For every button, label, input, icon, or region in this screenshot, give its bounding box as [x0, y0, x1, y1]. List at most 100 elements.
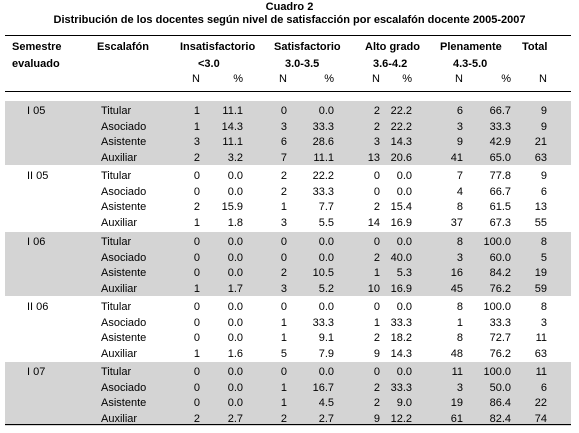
table-cell-n: 63 [534, 347, 547, 360]
table-cell-pct: 0.0 [227, 381, 243, 394]
table-cell-pct: 100.0 [483, 236, 511, 248]
table-cell-n: 45 [450, 282, 463, 295]
table-cell-pct: 0.0 [396, 236, 412, 248]
table-cell-n: 2 [280, 267, 287, 279]
table-cell-n: 2 [193, 151, 200, 164]
header-insatisfactorio: Insatisfactorio [180, 41, 256, 53]
table-cell-pct: 2.7 [227, 412, 243, 425]
header-n: N [192, 73, 200, 85]
table-cell-n: 1 [193, 347, 200, 360]
table-cell-pct: 33.3 [312, 120, 334, 133]
header-n: N [372, 73, 380, 85]
escalafon-label: Auxiliar [101, 412, 138, 425]
table-cell-n: 2 [193, 412, 200, 425]
table-cell-pct: 11.1 [222, 105, 243, 117]
table-caption: Cuadro 2 [265, 1, 314, 13]
table-cell-pct: 0.0 [318, 301, 334, 313]
table-cell-n: 6 [280, 136, 287, 148]
header-alto-grado-range: 3.6-4.2 [373, 58, 408, 70]
table-cell-n: 1 [193, 120, 200, 133]
table-cell-pct: 11.1 [222, 136, 243, 148]
table-cell-n: 6 [456, 105, 463, 117]
table-cell-pct: 2.7 [318, 412, 334, 425]
table-cell-pct: 11.1 [313, 151, 334, 164]
header-satisfactorio: Satisfactorio [274, 41, 341, 53]
table-cell-pct: 0.0 [318, 236, 334, 248]
escalafon-label: Auxiliar [101, 347, 138, 360]
table-cell-n: 0 [193, 366, 200, 378]
table-cell-pct: 5.3 [396, 267, 412, 279]
table-cell-n: 1 [280, 381, 287, 394]
table-cell-n: 0 [193, 185, 200, 198]
table-cell-n: 11 [535, 332, 547, 344]
table-cell-n: 9 [373, 347, 380, 360]
table-cell-pct: 61.5 [489, 201, 511, 213]
table-cell-n: 1 [373, 316, 380, 329]
table-cell-pct: 0.0 [227, 316, 243, 329]
table-cell-n: 2 [193, 201, 200, 213]
header-n: N [455, 73, 463, 85]
escalafon-label: Titular [101, 105, 132, 117]
table-cell-pct: 60.0 [489, 251, 511, 264]
table-cell-pct: 65.0 [489, 151, 511, 164]
table-cell-pct: 7.9 [318, 347, 334, 360]
table-cell-pct: 0.0 [227, 366, 243, 378]
escalafon-label: Asistente [101, 136, 147, 148]
escalafon-label: Asociado [101, 120, 147, 133]
table-cell-pct: 33.3 [312, 185, 334, 198]
semestre-label: II 06 [27, 301, 49, 313]
table-cell-pct: 5.2 [318, 282, 334, 295]
semestre-label: II 05 [27, 170, 49, 182]
table-cell-n: 4 [456, 185, 463, 198]
escalafon-label: Asociado [101, 316, 147, 329]
table-cell-pct: 18.2 [390, 332, 412, 344]
shaded-band [5, 362, 571, 426]
table-cell-n: 0 [280, 366, 287, 378]
table-cell-pct: 10.5 [312, 267, 334, 279]
table-cell-pct: 16.9 [390, 282, 412, 295]
header-satisfactorio-range: 3.0-3.5 [285, 58, 320, 70]
table-cell-n: 21 [534, 136, 547, 148]
table-cell-n: 1 [280, 397, 287, 409]
table-cell-pct: 0.0 [227, 236, 243, 248]
table-cell-pct: 16.7 [312, 381, 334, 394]
table-cell-pct: 0.0 [227, 251, 243, 264]
escalafon-label: Asistente [101, 397, 147, 409]
table-cell-n: 16 [450, 267, 463, 279]
table-cell-pct: 1.6 [227, 347, 243, 360]
table-cell-n: 2 [373, 381, 380, 394]
table-cell-n: 1 [456, 316, 463, 329]
table-title: Distribución de los docentes según nivel… [53, 14, 526, 26]
table-cell-n: 3 [456, 381, 463, 394]
escalafon-label: Asistente [101, 267, 147, 279]
table-cell-n: 5 [280, 347, 287, 360]
shaded-band [5, 232, 571, 296]
table-cell-pct: 28.6 [312, 136, 334, 148]
header-pct: % [501, 73, 511, 85]
table-cell-n: 0 [373, 185, 380, 198]
table-cell-n: 2 [373, 332, 380, 344]
table-cell-n: 3 [540, 316, 547, 329]
table-cell-n: 0 [280, 251, 287, 264]
table-cell-n: 0 [373, 366, 380, 378]
table-cell-n: 0 [193, 267, 200, 279]
table-cell-n: 1 [193, 105, 200, 117]
table-cell-n: 13 [534, 201, 547, 213]
table-cell-n: 0 [193, 332, 200, 344]
table-cell-n: 0 [373, 301, 380, 313]
semestre-label: I 07 [27, 366, 46, 378]
table-cell-pct: 33.3 [390, 316, 412, 329]
table-cell-n: 0 [280, 301, 287, 313]
table-cell-pct: 22.2 [312, 170, 334, 182]
table-cell-n: 9 [540, 170, 547, 182]
table-cell-n: 6 [540, 185, 547, 198]
escalafon-label: Auxiliar [101, 282, 138, 295]
table-cell-n: 2 [373, 120, 380, 133]
table-cell-pct: 22.2 [390, 120, 412, 133]
table-cell-n: 0 [373, 170, 380, 182]
table-cell-pct: 1.8 [227, 216, 243, 229]
semestre-label: I 06 [27, 236, 46, 248]
table-cell-pct: 76.2 [489, 347, 511, 360]
table-cell-n: 3 [280, 282, 287, 295]
table-cell-pct: 4.5 [318, 397, 334, 409]
